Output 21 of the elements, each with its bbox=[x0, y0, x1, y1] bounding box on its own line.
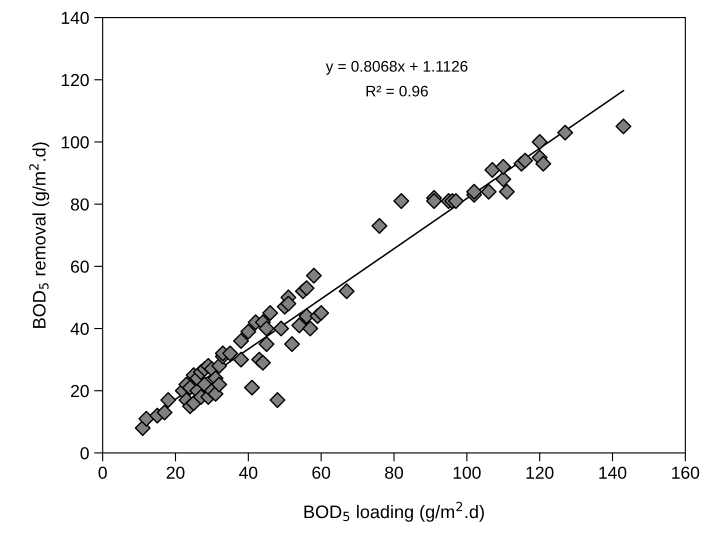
x-axis-title: BOD$_{5}$ loading (g/m$^{2}$.d) bbox=[304, 502, 484, 522]
x-tick-label: 40 bbox=[239, 466, 258, 479]
x-tick-label: 100 bbox=[454, 466, 481, 479]
x-tick-label: 80 bbox=[385, 466, 403, 479]
x-tick-label: 140 bbox=[599, 466, 626, 479]
y-tick-label: 0 bbox=[80, 447, 89, 460]
x-tick-label: 160 bbox=[672, 466, 700, 479]
annotation: y = 0.8068x + 1.1126 bbox=[326, 60, 468, 75]
x-tick-label: 120 bbox=[526, 466, 554, 479]
x-tick-label: 20 bbox=[166, 466, 184, 479]
x-tick-label: 0 bbox=[98, 466, 107, 479]
y-tick-label: 60 bbox=[71, 260, 89, 273]
y-tick-label: 140 bbox=[62, 12, 89, 24]
x-tick-label: 60 bbox=[312, 466, 330, 479]
y-axis-title: BOD$_{5}$ removal (g/m$^{2}$.d) bbox=[29, 142, 50, 328]
annotation: R² = 0.96 bbox=[366, 86, 428, 97]
y-tick-label: 100 bbox=[62, 136, 89, 148]
y-tick-label: 120 bbox=[62, 74, 89, 86]
y-tick-label: 20 bbox=[71, 384, 89, 398]
y-tick-label: 80 bbox=[70, 198, 89, 211]
y-tick-label: 40 bbox=[70, 322, 89, 335]
